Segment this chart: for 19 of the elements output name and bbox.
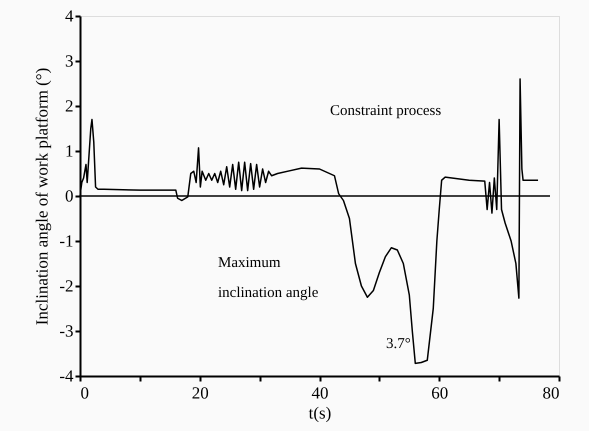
x-tick-label: 60 — [431, 384, 448, 402]
y-tick-label: -3 — [59, 322, 74, 340]
x-tick-label: 80 — [542, 384, 560, 402]
x-tick-label: 20 — [192, 384, 209, 402]
x-tick-label: 0 — [80, 384, 89, 402]
annotation: 3.7° — [386, 336, 411, 352]
x-axis-title: t(s) — [308, 404, 332, 422]
y-tick-label: 2 — [65, 96, 74, 116]
y-tick-label: 3 — [65, 52, 74, 70]
x-tick-label: 40 — [312, 384, 328, 402]
y-tick-label: -2 — [59, 276, 74, 296]
y-tick-label: 1 — [65, 142, 74, 160]
y-tick-label: 0 — [65, 186, 74, 206]
y-tick-label: 4 — [65, 6, 74, 26]
y-axis-title: Inclination angle of work platform (°) — [32, 68, 52, 326]
y-tick-label: -4 — [59, 366, 74, 386]
annotation: Maximum inclination angle — [218, 255, 319, 301]
y-tick-label: -1 — [59, 232, 74, 250]
annotation: Constraint process — [330, 103, 442, 119]
